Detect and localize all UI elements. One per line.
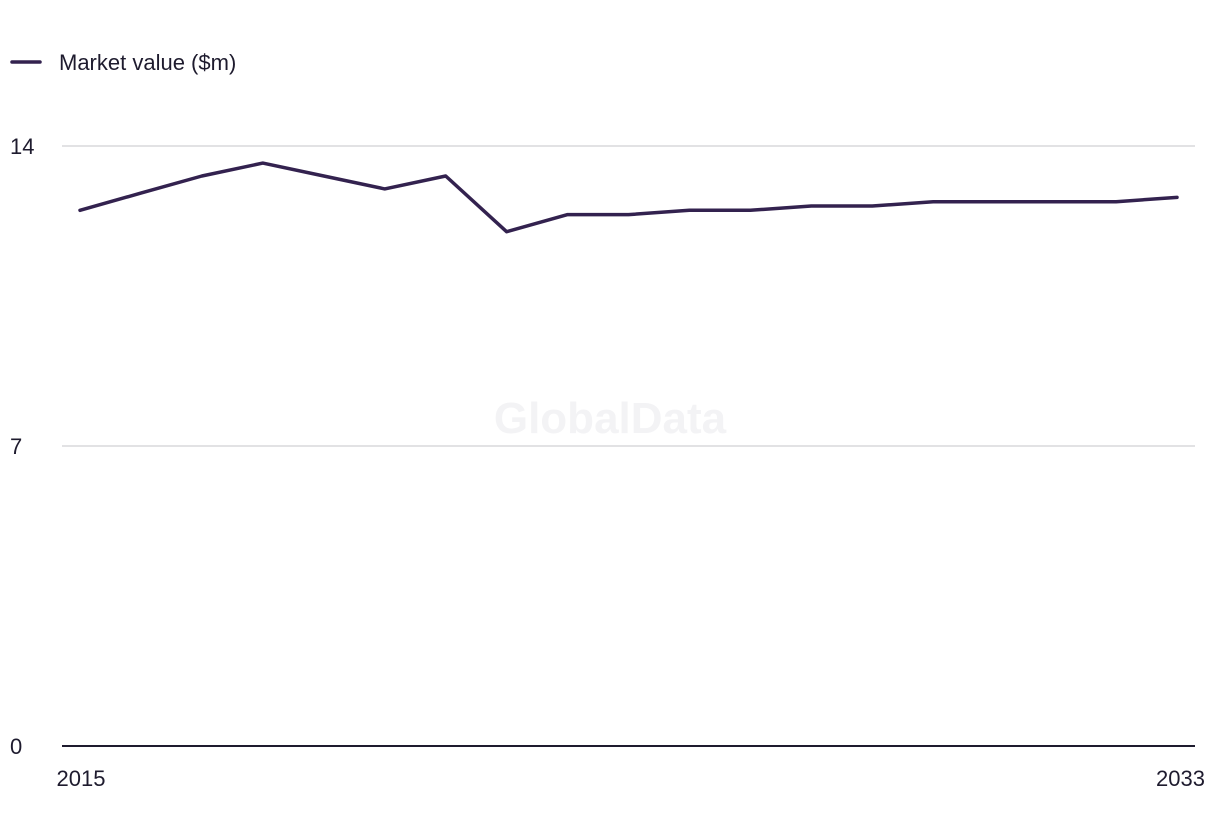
data-point: [627, 213, 631, 217]
data-point: [505, 230, 509, 234]
data-point: [809, 204, 813, 208]
data-point: [261, 161, 265, 165]
data-point: [322, 174, 326, 178]
series-line: [78, 161, 1179, 234]
y-tick-label: 14: [10, 134, 34, 159]
data-point: [1053, 200, 1057, 204]
data-point: [1175, 195, 1179, 199]
x-tick-label: 2015: [57, 766, 106, 791]
data-point: [139, 191, 143, 195]
data-point: [566, 213, 570, 217]
legend-label: Market value ($m): [59, 50, 236, 75]
data-point: [383, 187, 387, 191]
data-point: [200, 174, 204, 178]
watermark: GlobalData: [494, 394, 727, 443]
x-tick-labels: 2015 2033: [57, 766, 1205, 791]
series: [78, 161, 1179, 234]
y-tick-label: 0: [10, 734, 22, 759]
data-point: [78, 208, 82, 212]
data-point: [444, 174, 448, 178]
x-tick-label: 2033: [1156, 766, 1205, 791]
legend: Market value ($m): [10, 50, 236, 75]
data-point: [687, 208, 691, 212]
data-point: [748, 208, 752, 212]
gridlines: [62, 145, 1195, 447]
data-point: [1114, 200, 1118, 204]
y-tick-labels: 0 7 14: [10, 134, 34, 759]
data-point: [931, 200, 935, 204]
data-point: [992, 200, 996, 204]
data-point: [870, 204, 874, 208]
y-tick-label: 7: [10, 434, 22, 459]
